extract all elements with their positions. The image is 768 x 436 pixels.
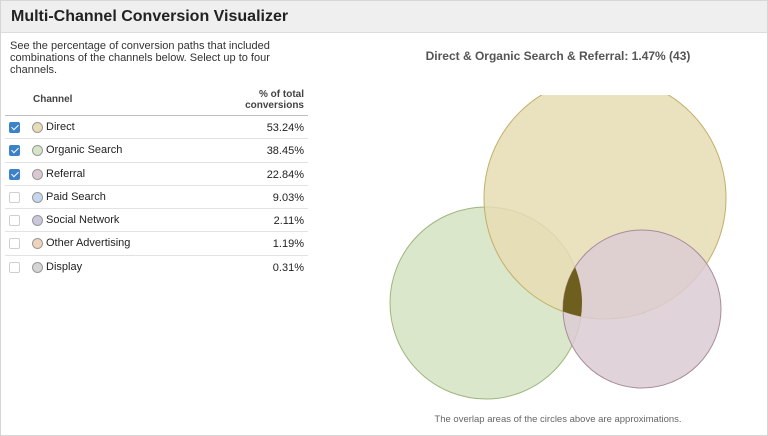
table-body: Direct 53.24% Organic Search 38.45% Referral…: [5, 116, 308, 279]
column-header-percent-line1: % of total: [259, 89, 304, 100]
table-row: Other Advertising 1.19%: [5, 232, 308, 256]
channel-percent: 38.45%: [266, 145, 304, 158]
channel-name: Display: [46, 260, 83, 273]
channel-percent: 9.03%: [272, 191, 304, 204]
table-row: Paid Search 9.03%: [5, 186, 308, 210]
channel-percent: 1.19%: [272, 238, 304, 251]
channel-percent: 2.11%: [273, 215, 304, 228]
column-header-percent-line2: conversions: [245, 100, 304, 111]
table-row: Direct 53.24%: [5, 116, 308, 140]
channel-checkbox[interactable]: [9, 261, 20, 273]
column-header-percent: % of total conversions: [245, 89, 304, 111]
channel-name: Referral: [46, 167, 86, 180]
channel-name: Social Network: [46, 214, 120, 227]
channel-color-swatch: [32, 122, 43, 133]
channel-name: Organic Search: [46, 144, 123, 157]
table-row: Organic Search 38.45%: [5, 139, 308, 163]
panel-header: Multi-Channel Conversion Visualizer: [1, 1, 767, 33]
channel-name: Direct: [46, 121, 75, 133]
channel-checkbox[interactable]: [9, 215, 20, 227]
channel-name: Paid Search: [46, 190, 106, 203]
panel-title: Multi-Channel Conversion Visualizer: [11, 8, 289, 25]
table-row: Social Network 2.11%: [5, 209, 308, 233]
channel-percent: 0.31%: [272, 261, 304, 274]
table-row: Display 0.31%: [5, 256, 308, 279]
channel-table: Channel % of total conversions Direct 53.…: [5, 86, 308, 279]
channel-color-swatch: [32, 215, 43, 227]
channel-color-swatch: [32, 145, 43, 157]
column-header-channel: Channel: [33, 94, 73, 105]
channel-percent: 53.24%: [266, 122, 304, 134]
chart-footnote: The overlap areas of the circles above a…: [434, 414, 682, 425]
channel-color-swatch: [32, 168, 43, 180]
table-row: Referral 22.84%: [5, 163, 308, 186]
channel-checkbox[interactable]: [9, 168, 20, 180]
referral-circle[interactable]: [562, 229, 722, 389]
chart-title: Direct & Organic Search & Referral: 1.47…: [425, 49, 691, 63]
channel-checkbox[interactable]: [9, 145, 20, 157]
channel-percent: 22.84%: [266, 168, 304, 181]
table-header: Channel % of total conversions: [5, 86, 308, 116]
channel-color-swatch: [32, 261, 43, 273]
channel-checkbox[interactable]: [9, 238, 20, 250]
channel-color-swatch: [32, 238, 43, 250]
channel-color-swatch: [32, 191, 43, 203]
channel-checkbox[interactable]: [9, 122, 20, 133]
intro-text: See the percentage of conversion paths t…: [10, 40, 270, 76]
venn-diagram: [389, 95, 727, 400]
channel-name: Other Advertising: [46, 237, 131, 250]
channel-checkbox[interactable]: [9, 191, 20, 203]
